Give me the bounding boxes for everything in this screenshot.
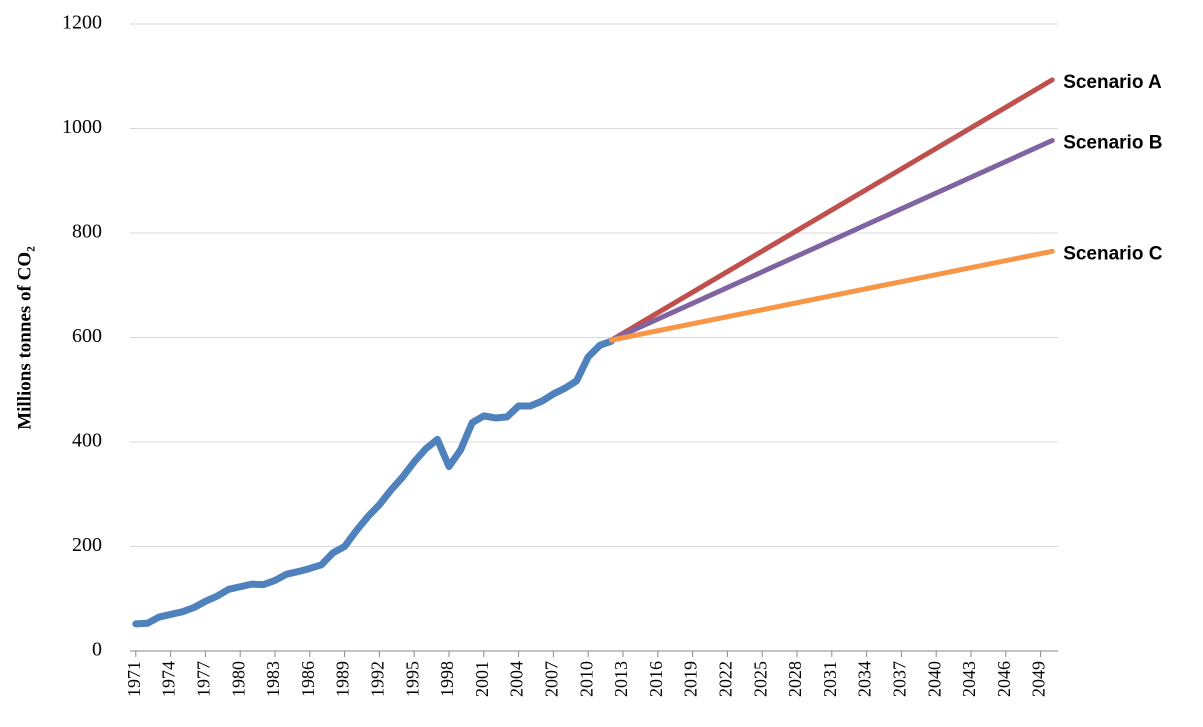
x-tick-label: 2043	[959, 661, 979, 697]
series-line	[132, 337, 615, 628]
x-tick-label: 1974	[159, 661, 179, 697]
x-tick-label: 2040	[924, 661, 944, 697]
series-label: Scenario C	[1063, 243, 1163, 264]
series-line	[608, 77, 1055, 343]
series-label: Scenario B	[1063, 133, 1162, 154]
x-tick-label: 1983	[263, 661, 283, 697]
x-tick-label: 2037	[890, 661, 910, 697]
y-tick-label: 400	[72, 430, 102, 452]
x-tick-label: 2025	[750, 661, 770, 697]
x-tick-label: 2049	[1029, 661, 1049, 697]
y-tick-label: 600	[72, 325, 102, 347]
x-tick-label: 2001	[472, 661, 492, 697]
series-line	[608, 138, 1055, 343]
x-tick-label: 1989	[333, 661, 353, 697]
x-tick-label: 2010	[576, 661, 596, 697]
x-tick-label: 2031	[820, 661, 840, 697]
x-tick-label: 1980	[228, 661, 248, 697]
y-tick-label: 1000	[62, 116, 102, 138]
x-tick-label: 2007	[542, 661, 562, 697]
y-tick-label: 200	[72, 534, 102, 556]
x-tick-label: 2034	[855, 661, 875, 697]
x-tick-label: 2046	[994, 661, 1014, 697]
y-axis-label: Millions tonnes of CO₂	[14, 246, 35, 430]
x-tick-label: 2016	[646, 661, 666, 697]
x-tick-label: 1998	[437, 661, 457, 697]
x-tick-label: 1971	[124, 661, 144, 697]
x-tick-label: 2028	[785, 661, 805, 697]
x-tick-label: 1986	[298, 661, 318, 697]
x-tick-label: 2004	[507, 661, 527, 697]
series-line	[608, 248, 1055, 343]
x-tick-label: 2019	[681, 661, 701, 697]
x-tick-label: 2013	[611, 661, 631, 697]
x-tick-label: 1992	[368, 661, 388, 697]
series-label: Scenario A	[1063, 72, 1162, 93]
x-tick-label: 1977	[194, 661, 214, 697]
y-tick-label: 1200	[62, 12, 102, 34]
x-tick-label: 2022	[716, 661, 736, 697]
y-tick-label: 0	[92, 639, 102, 661]
x-tick-label: 1995	[402, 661, 422, 697]
y-tick-label: 800	[72, 221, 102, 243]
